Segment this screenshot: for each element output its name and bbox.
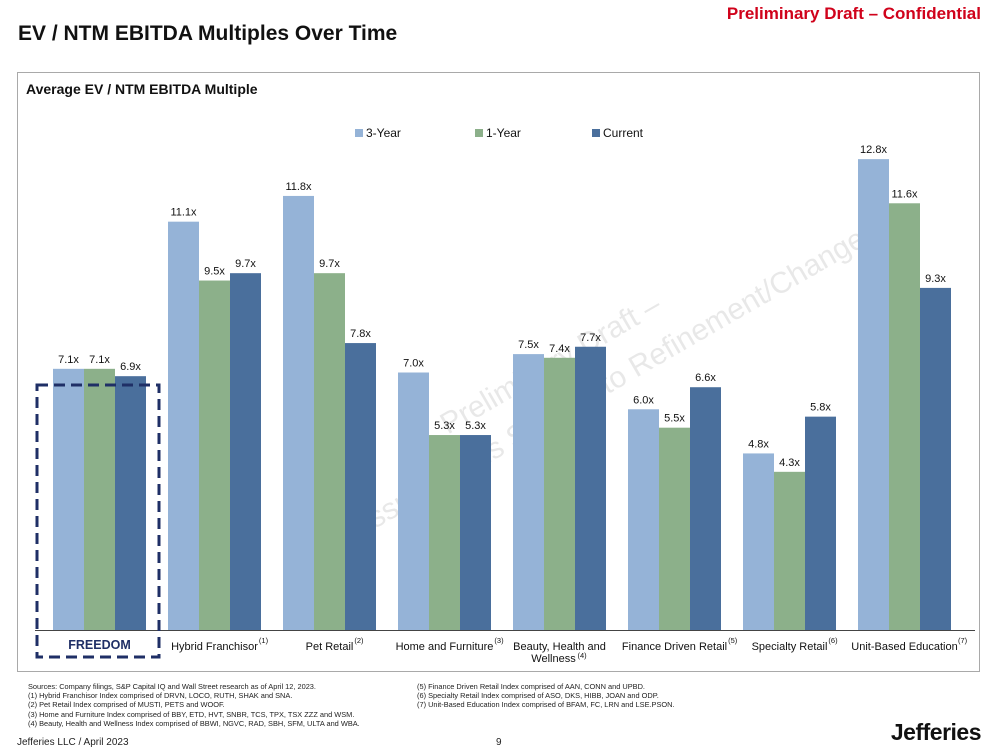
- bar-6-2: [805, 416, 836, 630]
- legend: 3-Year 1-Year Current: [355, 126, 644, 140]
- bar-0-2: [115, 376, 146, 630]
- category-footnote-5: (5): [728, 636, 738, 645]
- category-label-4: Beauty, Health and: [513, 641, 606, 653]
- data-label-5-1: 5.5x: [664, 413, 685, 425]
- data-label-0-1: 7.1x: [89, 354, 110, 366]
- footnote-3: (3) Home and Furniture Index comprised o…: [28, 709, 355, 719]
- page-title: EV / NTM EBITDA Multiples Over Time: [18, 22, 398, 45]
- category-footnote-6: (6): [828, 636, 838, 645]
- bar-1-0: [168, 221, 199, 630]
- bar-1-1: [199, 280, 230, 630]
- data-label-2-1: 9.7x: [319, 258, 340, 270]
- legend-label-0: 3-Year: [366, 126, 401, 140]
- category-footnote-7: (7): [958, 636, 968, 645]
- chart-title: Average EV / NTM EBITDA Multiple: [26, 81, 258, 97]
- footnote-2: (2) Pet Retail Index comprised of MUSTI,…: [28, 700, 225, 710]
- data-label-2-0: 11.8x: [285, 181, 312, 193]
- category-footnote-2: (2): [354, 636, 364, 645]
- footnote-4: (4) Beauty, Health and Wellness Index co…: [28, 718, 360, 728]
- bar-6-0: [743, 453, 774, 630]
- bars: [35, 159, 975, 631]
- category-label-2: Pet Retail: [306, 641, 354, 653]
- data-label-6-0: 4.8x: [748, 438, 769, 450]
- draft-confidential-label: Preliminary Draft – Confidential: [726, 4, 981, 23]
- legend-label-2: Current: [603, 126, 644, 140]
- page-number: 9: [496, 737, 502, 748]
- bar-5-1: [659, 427, 690, 630]
- bar-3-2: [460, 435, 491, 630]
- chart-frame: [17, 72, 980, 672]
- bar-2-1: [314, 273, 345, 630]
- data-label-7-2: 9.3x: [925, 273, 946, 285]
- bar-5-2: [690, 387, 721, 630]
- data-label-5-0: 6.0x: [633, 394, 654, 406]
- bar-7-0: [858, 159, 889, 630]
- footnote-1: (1) Hybrid Franchisor Index comprised of…: [28, 691, 293, 701]
- footnote-7: (7) Unit-Based Education Index comprised…: [417, 700, 675, 710]
- bar-0-0: [53, 368, 84, 630]
- bar-6-1: [774, 471, 805, 630]
- category-label-0: FREEDOM: [68, 638, 131, 652]
- source-line: Sources: Company filings, S&P Capital IQ…: [28, 682, 316, 691]
- bar-4-2: [575, 346, 606, 630]
- bar-2-2: [345, 343, 376, 630]
- category-label-7: Unit-Based Education: [851, 641, 957, 653]
- data-label-6-2: 5.8x: [810, 402, 831, 414]
- legend-swatch-2: [592, 129, 600, 137]
- bar-3-0: [398, 372, 429, 630]
- sources-left: Sources: Company filings, S&P Capital IQ…: [28, 682, 408, 728]
- footnote-5: (5) Finance Driven Retail Index comprise…: [417, 682, 645, 691]
- category-label-1: Hybrid Franchisor: [171, 641, 258, 653]
- footer-company-date: Jefferies LLC / April 2023: [17, 737, 129, 748]
- bar-2-0: [283, 195, 314, 630]
- category-footnote-3: (3): [494, 636, 504, 645]
- legend-label-1: 1-Year: [486, 126, 521, 140]
- data-label-4-2: 7.7x: [580, 332, 601, 344]
- data-label-2-2: 7.8x: [350, 328, 371, 340]
- data-label-0-2: 6.9x: [120, 361, 141, 373]
- category-labels: FREEDOM Hybrid Franchisor(1) Pet Retail(2)…: [68, 636, 967, 665]
- category-footnote-1: (1): [259, 636, 269, 645]
- data-labels: 7.1x 7.1x 6.9x 11.1x 9.5x 9.7x 11.8x 9.7x 7.8x 7.…: [58, 144, 946, 469]
- bar-7-1: [889, 203, 920, 631]
- freedom-highlight-box: [35, 383, 161, 659]
- data-label-4-0: 7.5x: [518, 339, 539, 351]
- bar-5-0: [628, 409, 659, 630]
- bar-4-1: [544, 357, 575, 630]
- data-label-1-2: 9.7x: [235, 258, 256, 270]
- bar-7-2: [920, 287, 951, 630]
- data-label-6-1: 4.3x: [779, 457, 800, 469]
- bar-4-0: [513, 354, 544, 630]
- bar-1-2: [230, 273, 261, 630]
- legend-swatch-0: [355, 129, 363, 137]
- bar-0-1: [84, 368, 115, 630]
- data-label-1-1: 9.5x: [204, 266, 225, 278]
- category-label-6: Specialty Retail: [752, 641, 828, 653]
- data-label-3-0: 7.0x: [403, 358, 424, 370]
- data-label-0-0: 7.1x: [58, 354, 79, 366]
- category-label-4-line2: Wellness: [531, 653, 576, 665]
- footnote-6: (6) Specialty Retail Index comprised of …: [417, 691, 659, 701]
- data-label-1-0: 11.1x: [170, 207, 197, 219]
- category-footnote-4: (4): [578, 651, 588, 660]
- legend-swatch-1: [475, 129, 483, 137]
- data-label-5-2: 6.6x: [695, 372, 716, 384]
- data-label-3-1: 5.3x: [434, 420, 455, 432]
- category-label-5: Finance Driven Retail: [622, 641, 727, 653]
- jefferies-logo: Jefferies: [890, 719, 982, 745]
- data-label-7-1: 11.6x: [891, 188, 918, 200]
- bar-3-1: [429, 435, 460, 630]
- category-label-3: Home and Furniture: [396, 641, 494, 653]
- data-label-3-2: 5.3x: [465, 420, 486, 432]
- data-label-7-0: 12.8x: [860, 144, 887, 156]
- data-label-4-1: 7.4x: [549, 343, 570, 355]
- sources-right: (5) Finance Driven Retail Index comprise…: [417, 682, 797, 710]
